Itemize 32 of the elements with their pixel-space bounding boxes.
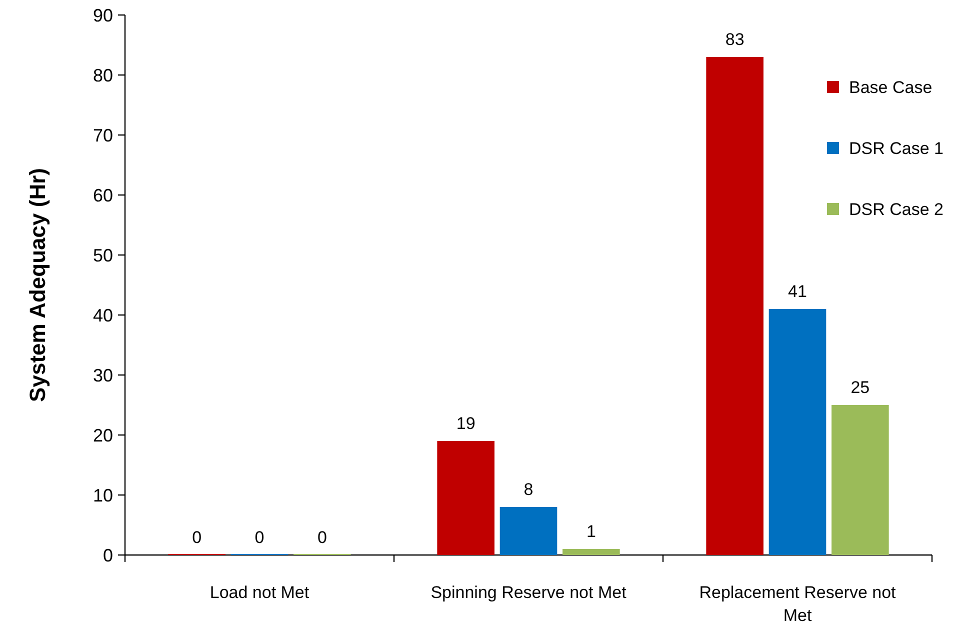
legend-label: DSR Case 1 [849,138,944,158]
data-label: 8 [524,480,534,499]
x-tick-label: Replacement Reserve not Met [699,583,896,625]
data-label: 83 [725,30,744,49]
x-tick-label: Load not Met [210,583,310,602]
y-tick-label: 50 [92,245,113,266]
bar [500,507,558,555]
bar [706,57,764,555]
legend-label: Base Case [849,78,932,97]
data-label: 25 [850,378,870,397]
data-label: 0 [254,528,264,547]
data-label: 41 [788,282,807,301]
data-label: 0 [192,528,202,547]
y-tick-label: 0 [102,545,113,566]
y-tick-label: 40 [92,305,113,326]
x-tick-label: Spinning Reserve not Met [430,583,627,602]
data-label: 0 [317,528,327,547]
y-tick-label: 90 [92,5,113,26]
bar [768,309,826,555]
bar [832,405,889,555]
data-label: 1 [586,522,596,541]
y-tick-label: 80 [92,65,113,86]
y-tick-label: 70 [92,125,113,146]
data-label: 19 [456,414,476,433]
y-tick-label: 60 [92,185,113,206]
bar [562,549,620,555]
y-tick-label: 20 [92,425,113,446]
legend-label: DSR Case 2 [849,200,944,219]
bar [437,441,494,555]
y-tick-label: 30 [92,365,113,386]
y-tick-label: 10 [92,485,113,506]
y-axis-title: System Adequacy (Hr) [25,168,50,402]
